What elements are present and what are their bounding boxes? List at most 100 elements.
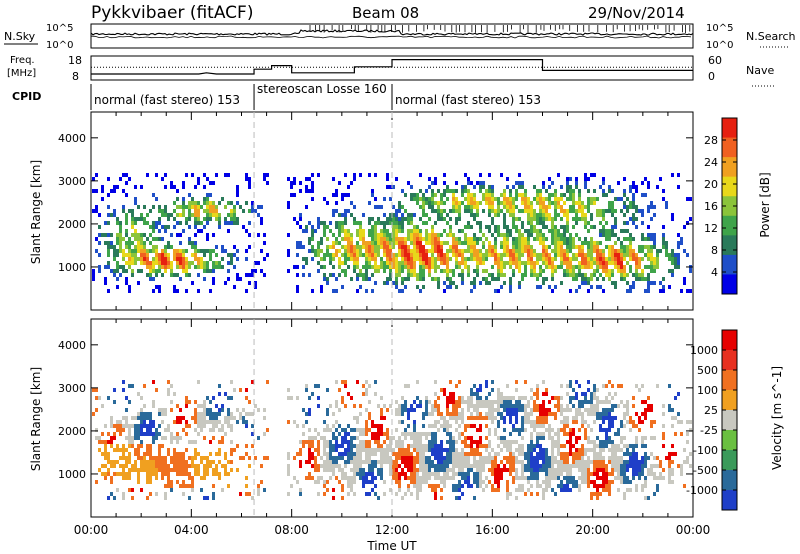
heatmap-cell (599, 213, 602, 217)
heatmap-cell (497, 444, 500, 448)
heatmap-cell (602, 408, 605, 412)
heatmap-cell (98, 241, 101, 245)
heatmap-cell (410, 185, 413, 189)
heatmap-cell (137, 436, 140, 440)
heatmap-cell (383, 269, 386, 273)
heatmap-cell (167, 392, 170, 396)
heatmap-cell (410, 432, 413, 436)
heatmap-cell (332, 412, 335, 416)
heatmap-cell (440, 440, 443, 444)
heatmap-cell (644, 484, 647, 488)
heatmap-cell (503, 245, 506, 249)
heatmap-cell (335, 404, 338, 408)
heatmap-cell (494, 253, 497, 257)
heatmap-cell (581, 456, 584, 460)
heatmap-cell (533, 476, 536, 480)
heatmap-cell (173, 249, 176, 253)
heatmap-cell (563, 233, 566, 237)
heatmap-cell (602, 476, 605, 480)
heatmap-cell (632, 448, 635, 452)
heatmap-cell (353, 173, 356, 177)
heatmap-cell (308, 456, 311, 460)
heatmap-cell (146, 213, 149, 217)
heatmap-cell (545, 392, 548, 396)
heatmap-cell (338, 408, 341, 412)
heatmap-cell (125, 420, 128, 424)
noise-left-tick-top: 10^5 (46, 23, 73, 34)
heatmap-cell (353, 476, 356, 480)
heatmap-cell (446, 468, 449, 472)
heatmap-cell (506, 197, 509, 201)
heatmap-cell (392, 448, 395, 452)
heatmap-cell (443, 456, 446, 460)
heatmap-cell (446, 197, 449, 201)
heatmap-cell (335, 448, 338, 452)
heatmap-cell (122, 209, 125, 213)
heatmap-cell (593, 452, 596, 456)
heatmap-cell (368, 472, 371, 476)
heatmap-cell (608, 201, 611, 205)
heatmap-cell (170, 384, 173, 388)
heatmap-cell (116, 420, 119, 424)
heatmap-cell (503, 213, 506, 217)
heatmap-cell (203, 420, 206, 424)
heatmap-cell (371, 265, 374, 269)
heatmap-cell (524, 261, 527, 265)
heatmap-cell (527, 420, 530, 424)
heatmap-cell (338, 424, 341, 428)
heatmap-cell (467, 221, 470, 225)
heatmap-cell (182, 492, 185, 496)
heatmap-cell (227, 412, 230, 416)
heatmap-cell (107, 249, 110, 253)
heatmap-cell (194, 209, 197, 213)
heatmap-cell (185, 221, 188, 225)
heatmap-cell (461, 277, 464, 281)
heatmap-cell (212, 209, 215, 213)
heatmap-cell (341, 197, 344, 201)
heatmap-cell (464, 261, 467, 265)
heatmap-cell (464, 480, 467, 484)
heatmap-cell (524, 265, 527, 269)
heatmap-cell (371, 480, 374, 484)
heatmap-cell (464, 209, 467, 213)
heatmap-cell (419, 217, 422, 221)
heatmap-cell (515, 428, 518, 432)
heatmap-cell (470, 416, 473, 420)
heatmap-cell (212, 428, 215, 432)
heatmap-cell (311, 233, 314, 237)
heatmap-cell (488, 241, 491, 245)
heatmap-cell (335, 440, 338, 444)
heatmap-cell (131, 384, 134, 388)
heatmap-cell (230, 217, 233, 221)
heatmap-cell (182, 428, 185, 432)
heatmap-cell (440, 253, 443, 257)
heatmap-cell (386, 408, 389, 412)
heatmap-cell (422, 201, 425, 205)
heatmap-cell (449, 456, 452, 460)
heatmap-cell (137, 444, 140, 448)
heatmap-cell (158, 460, 161, 464)
heatmap-cell (554, 444, 557, 448)
heatmap-cell (671, 249, 674, 253)
heatmap-cell (203, 261, 206, 265)
heatmap-cell (227, 261, 230, 265)
heatmap-cell (647, 285, 650, 289)
heatmap-cell (479, 484, 482, 488)
heatmap-cell (530, 492, 533, 496)
heatmap-cell (143, 404, 146, 408)
heatmap-cell (566, 257, 569, 261)
heatmap-cell (194, 440, 197, 444)
heatmap-cell (146, 472, 149, 476)
heatmap-cell (434, 452, 437, 456)
heatmap-cell (641, 484, 644, 488)
heatmap-cell (395, 468, 398, 472)
heatmap-cell (614, 444, 617, 448)
heatmap-cell (476, 257, 479, 261)
heatmap-cell (308, 221, 311, 225)
heatmap-cell (659, 472, 662, 476)
heatmap-cell (650, 424, 653, 428)
heatmap-cell (167, 265, 170, 269)
heatmap-cell (92, 209, 95, 213)
heatmap-cell (143, 416, 146, 420)
heatmap-cell (659, 464, 662, 468)
